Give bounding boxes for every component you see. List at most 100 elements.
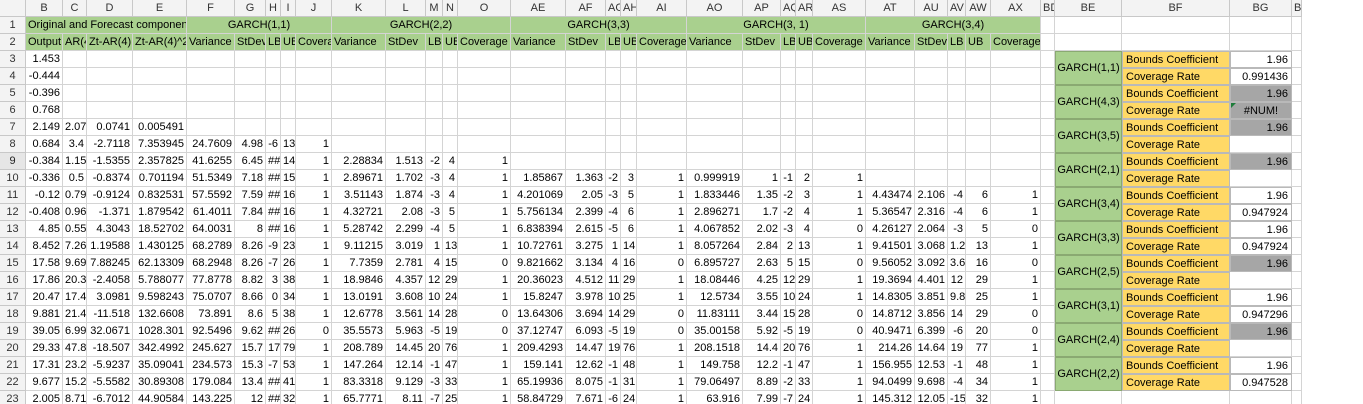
cell[interactable]: 29 bbox=[796, 272, 813, 289]
cell[interactable]: 7.7359 bbox=[332, 255, 386, 272]
cell[interactable]: 1 bbox=[813, 289, 866, 306]
cell[interactable] bbox=[281, 102, 296, 119]
cell[interactable]: 1 bbox=[813, 170, 866, 187]
cell[interactable]: 2.316 bbox=[915, 204, 948, 221]
cell[interactable] bbox=[866, 51, 915, 68]
cell[interactable]: 1.15 bbox=[63, 153, 87, 170]
column-label[interactable] bbox=[1041, 34, 1055, 51]
cell[interactable]: 1 bbox=[458, 153, 511, 170]
cell[interactable]: 4.32721 bbox=[332, 204, 386, 221]
cell[interactable]: 12 bbox=[781, 272, 796, 289]
cell[interactable] bbox=[1292, 340, 1302, 357]
cell[interactable]: 1.702 bbox=[386, 170, 426, 187]
column-label[interactable]: AR(4) bbox=[63, 34, 87, 51]
cell[interactable]: 92.5496 bbox=[187, 323, 235, 340]
cell[interactable] bbox=[687, 85, 743, 102]
cell[interactable]: 7.99 bbox=[743, 391, 781, 404]
column-label[interactable]: Coverage bbox=[458, 34, 511, 51]
cell[interactable]: 6.838394 bbox=[511, 221, 566, 238]
cell[interactable]: 79.06497 bbox=[687, 374, 743, 391]
cell[interactable] bbox=[235, 68, 266, 85]
cell[interactable] bbox=[1292, 306, 1302, 323]
cell[interactable]: 4.43474 bbox=[866, 187, 915, 204]
cell[interactable]: 1 bbox=[743, 170, 781, 187]
cell[interactable]: 33 bbox=[443, 374, 458, 391]
cell[interactable] bbox=[133, 102, 187, 119]
cell[interactable]: 19 bbox=[948, 340, 966, 357]
cell[interactable] bbox=[606, 136, 621, 153]
cell[interactable] bbox=[813, 85, 866, 102]
cell[interactable]: 29 bbox=[621, 306, 637, 323]
cell[interactable] bbox=[386, 136, 426, 153]
cell[interactable]: -4 bbox=[426, 221, 443, 238]
column-header[interactable]: E bbox=[133, 0, 187, 17]
cell[interactable]: 8 bbox=[235, 221, 266, 238]
cell[interactable] bbox=[1292, 153, 1302, 170]
column-header[interactable]: L bbox=[386, 0, 426, 17]
cell[interactable]: 5.963 bbox=[386, 323, 426, 340]
cell[interactable]: 1 bbox=[458, 187, 511, 204]
cell[interactable]: 5.788077 bbox=[133, 272, 187, 289]
cell[interactable] bbox=[386, 102, 426, 119]
cell[interactable] bbox=[511, 68, 566, 85]
cell[interactable]: 9.56052 bbox=[866, 255, 915, 272]
cell[interactable] bbox=[1041, 272, 1055, 289]
bounds-coefficient-value[interactable]: 1.96 bbox=[1230, 357, 1292, 374]
cell[interactable] bbox=[637, 153, 687, 170]
cell[interactable]: 39.05 bbox=[26, 323, 63, 340]
cell[interactable] bbox=[915, 102, 948, 119]
cell[interactable]: -0.408 bbox=[26, 204, 63, 221]
cell[interactable]: 2 bbox=[796, 170, 813, 187]
cell[interactable] bbox=[1292, 187, 1302, 204]
cell[interactable]: 47.8 bbox=[63, 340, 87, 357]
cell[interactable]: 0 bbox=[296, 323, 332, 340]
cell[interactable]: 65.7771 bbox=[332, 391, 386, 404]
cell[interactable]: 1 bbox=[296, 170, 332, 187]
cell[interactable]: 1 bbox=[991, 272, 1041, 289]
column-header[interactable]: AS bbox=[813, 0, 866, 17]
cell[interactable] bbox=[1041, 323, 1055, 340]
cell[interactable]: 4 bbox=[443, 187, 458, 204]
cell[interactable]: 1 bbox=[637, 221, 687, 238]
column-header[interactable]: J bbox=[296, 0, 332, 17]
cell[interactable]: 11.83111 bbox=[687, 306, 743, 323]
cell[interactable]: 1.85867 bbox=[511, 170, 566, 187]
cell[interactable]: 9.598243 bbox=[133, 289, 187, 306]
cell[interactable]: 14 bbox=[621, 238, 637, 255]
cell[interactable]: 8.66 bbox=[235, 289, 266, 306]
cell[interactable] bbox=[1292, 255, 1302, 272]
cell[interactable]: 32 bbox=[281, 391, 296, 404]
cell[interactable] bbox=[637, 136, 687, 153]
coverage-rate-value[interactable]: 0.991436 bbox=[1230, 68, 1292, 85]
bounds-coefficient-value[interactable]: 1.96 bbox=[1230, 85, 1292, 102]
cell[interactable]: -5.5582 bbox=[87, 374, 133, 391]
cell[interactable] bbox=[796, 153, 813, 170]
cell[interactable] bbox=[991, 136, 1041, 153]
cell[interactable] bbox=[948, 102, 966, 119]
cell[interactable]: 4.3043 bbox=[87, 221, 133, 238]
cell[interactable]: 21.4 bbox=[63, 306, 87, 323]
cell[interactable]: 26 bbox=[281, 255, 296, 272]
cell[interactable]: 38 bbox=[281, 306, 296, 323]
cell[interactable] bbox=[948, 85, 966, 102]
column-header[interactable]: I bbox=[281, 0, 296, 17]
cell[interactable]: 0.0741 bbox=[87, 119, 133, 136]
cell[interactable] bbox=[235, 85, 266, 102]
column-label[interactable]: Output bbox=[26, 34, 63, 51]
cell[interactable]: -15 bbox=[948, 391, 966, 404]
cell[interactable] bbox=[1041, 51, 1055, 68]
cell[interactable] bbox=[637, 85, 687, 102]
cell[interactable]: 12.53 bbox=[915, 357, 948, 374]
cell[interactable] bbox=[511, 153, 566, 170]
cell[interactable]: 35.00158 bbox=[687, 323, 743, 340]
cell[interactable]: 1 bbox=[296, 374, 332, 391]
cell[interactable]: 0.005491 bbox=[133, 119, 187, 136]
cell[interactable]: 6 bbox=[966, 204, 991, 221]
cell[interactable]: 0 bbox=[991, 306, 1041, 323]
cell[interactable] bbox=[1041, 153, 1055, 170]
bounds-coefficient-value[interactable]: 1.96 bbox=[1230, 289, 1292, 306]
cell[interactable]: 2.399 bbox=[566, 204, 606, 221]
column-header[interactable]: AR bbox=[796, 0, 813, 17]
cell[interactable]: -1.371 bbox=[87, 204, 133, 221]
cell[interactable]: 20 bbox=[966, 323, 991, 340]
